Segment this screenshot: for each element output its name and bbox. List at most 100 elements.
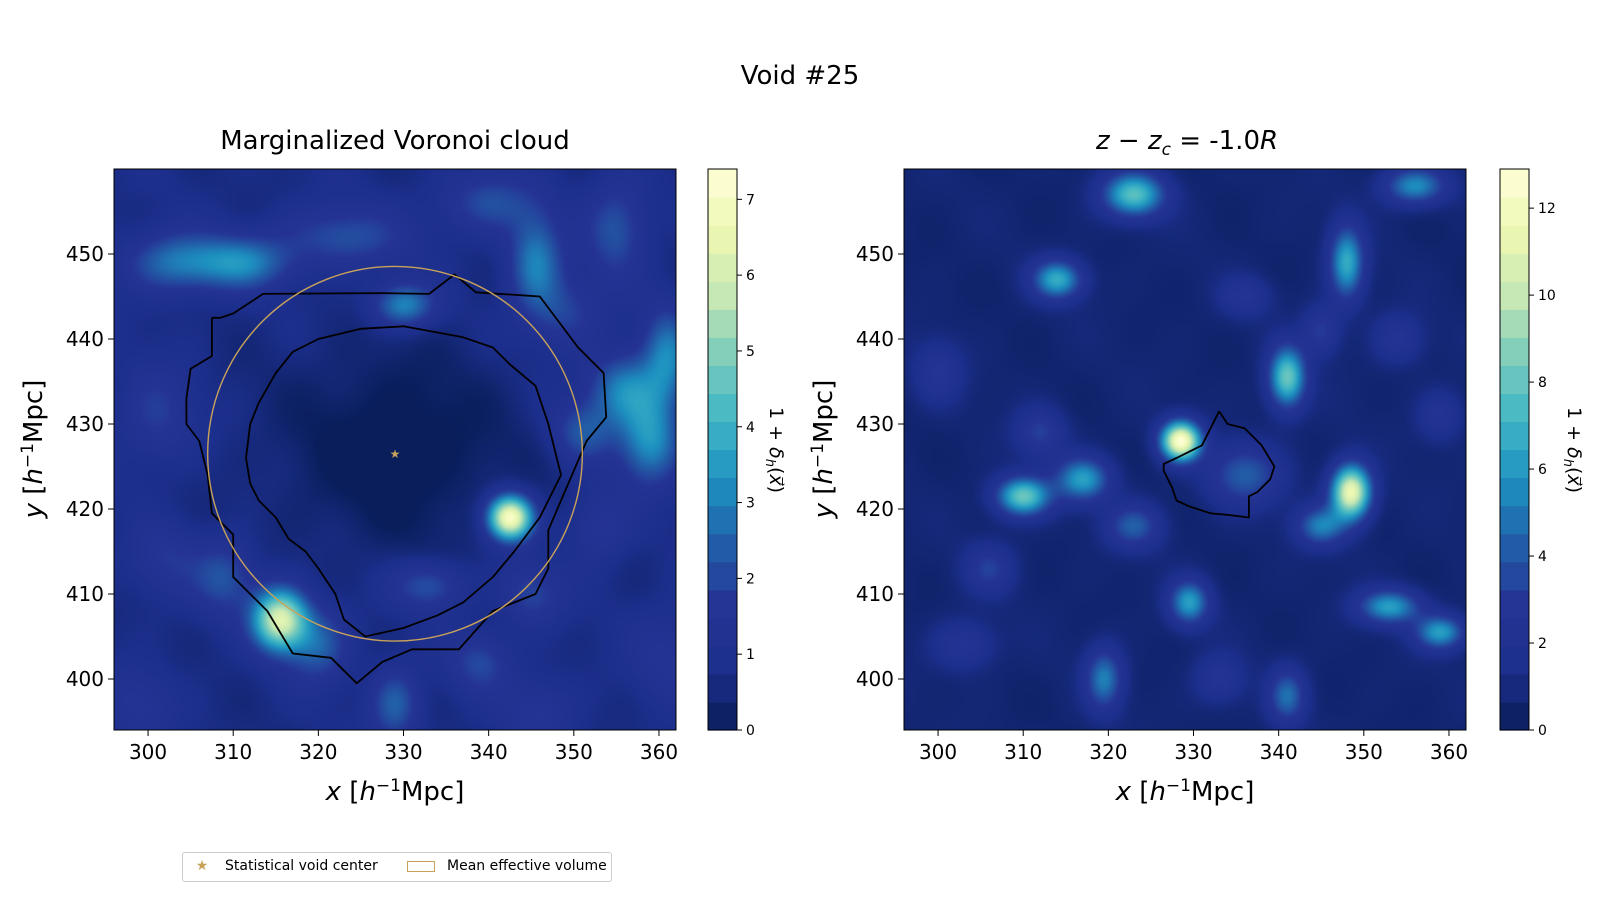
colorbar-band [1500,365,1529,394]
colorbar-band [1500,645,1529,675]
void-contour-line [1162,410,1276,519]
colorbar-band [708,337,737,366]
right-panel: z − zc = -1.0R 300 310 320 330 340 350 360 400… [808,126,1585,807]
colorbar-band [1500,617,1529,647]
colorbar-band [708,197,737,226]
colorbar-band [1500,589,1529,619]
legend-item-center: ★ Statistical void center [191,858,378,874]
colorbar-band [1500,253,1529,282]
colorbar-band [708,533,737,563]
y-tick-label: 440 [856,327,894,351]
x-tick-label: 330 [384,740,422,764]
colorbar-band [708,169,737,198]
right-panel-title: z − zc = -1.0R [1095,126,1278,160]
colorbar-band [1500,449,1529,479]
x-tick-label: 360 [640,740,678,764]
legend: ★ Statistical void center Mean effective… [182,852,612,882]
x-tick-label: 350 [555,740,593,764]
colorbar-band [1500,673,1529,703]
y-ticks-left: 400 410 420 430 440 450 [66,242,114,691]
y-axis-label-right: y [h−1Mpc] [808,380,839,520]
colorbar-band [1500,169,1529,198]
colorbar-label-right: 1 + δh(x⃗) [1560,407,1585,493]
colorbar-tick-label: 4 [1538,549,1547,565]
colorbar-band [1500,421,1529,451]
x-tick-label: 330 [1174,740,1212,764]
colorbar-band [708,281,737,310]
star-icon: ★ [195,858,209,874]
colorbar-label-left: 1 + δh(x⃗) [762,407,787,493]
colorbar-band [1500,505,1529,535]
x-tick-label: 300 [919,740,957,764]
x-tick-label: 300 [129,740,167,764]
colorbar-band [708,589,737,619]
plot-frame-right [903,168,1467,731]
y-tick-label: 410 [66,582,104,606]
colorbar-frame [707,168,738,731]
colorbar-band [708,393,737,423]
y-tick-label: 450 [66,242,104,266]
colorbar-tick-label: 0 [1538,723,1547,739]
void-contours-right [1162,410,1276,519]
x-tick-label: 320 [299,740,337,764]
colorbar-tick-label: 3 [746,496,755,512]
colorbar-band [708,673,737,703]
mean-effective-volume-circle [206,265,584,642]
colorbar-tick-label: 4 [746,420,755,436]
y-tick-label: 410 [856,582,894,606]
x-tick-label: 340 [470,740,508,764]
colorbar-tick-label: 1 [746,647,755,663]
void-center-marker: ★ [390,447,401,461]
y-tick-label: 430 [856,412,894,436]
void-contour-line [185,273,608,685]
y-tick-label: 400 [66,667,104,691]
colorbar-band [708,449,737,479]
colorbar-left: 0 1 2 3 4 5 6 7 [707,168,755,739]
x-tick-label: 320 [1089,740,1127,764]
colorbar-band [708,645,737,675]
colorbar-tick-label: 10 [1538,288,1556,304]
left-panel: Marginalized Voronoi cloud ★ 300 310 320 33… [18,126,787,807]
colorbar-band [1500,309,1529,338]
x-tick-label: 310 [214,740,252,764]
colorbar-band [708,505,737,535]
legend-item-volume: Mean effective volume [407,858,607,874]
colorbar-tick-label: 2 [1538,636,1547,652]
x-ticks-right: 300 310 320 330 340 350 360 [919,730,1468,764]
y-tick-label: 420 [856,497,894,521]
colorbar-tick-label: 2 [746,571,755,587]
y-tick-label: 450 [856,242,894,266]
plot-frame-left [113,168,677,731]
colorbar-tick-label: 0 [746,723,755,739]
figure-title: Void #25 [741,61,860,91]
colorbar-tick-label: 6 [746,268,755,284]
colorbar-tick-label: 6 [1538,462,1547,478]
x-tick-label: 350 [1345,740,1383,764]
rectangle-icon [407,860,435,872]
x-ticks-left: 300 310 320 330 340 350 360 [129,730,678,764]
colorbar-band [708,253,737,282]
colorbar-band [708,617,737,647]
colorbar-tick-label: 5 [746,344,755,360]
colorbar-band [1500,561,1529,591]
colorbar-band [1500,477,1529,507]
legend-volume-label: Mean effective volume [447,858,607,874]
x-tick-label: 310 [1004,740,1042,764]
colorbar-band [1500,225,1529,254]
colorbar-band [1500,197,1529,226]
left-panel-title: Marginalized Voronoi cloud [220,126,570,156]
colorbar-band [1500,393,1529,423]
colorbar-tick-label: 12 [1538,201,1556,217]
colorbar-band [708,477,737,507]
y-tick-label: 420 [66,497,104,521]
colorbar-band [708,421,737,451]
x-axis-label-right: x [h−1Mpc] [1115,776,1255,807]
void-contour-line [245,325,562,638]
colorbar-tick-label: 7 [746,192,755,208]
colorbar-band [708,365,737,394]
void-contours-left [185,273,608,685]
colorbar-tick-label: 8 [1538,375,1547,391]
x-tick-label: 340 [1260,740,1298,764]
y-tick-label: 430 [66,412,104,436]
